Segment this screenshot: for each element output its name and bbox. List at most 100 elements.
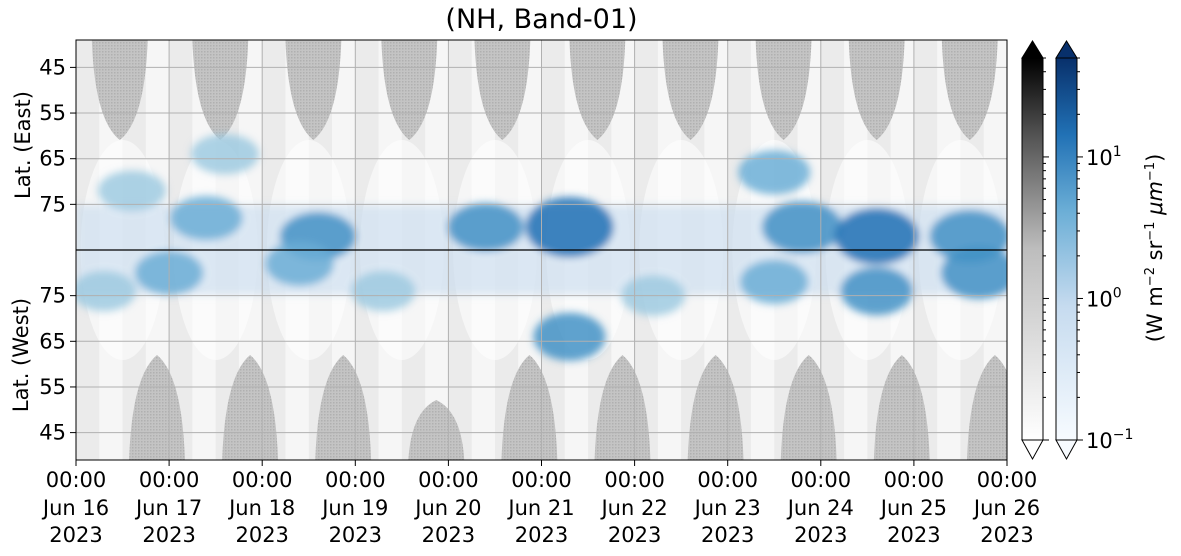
y-tick-label-west: 65 [39,329,66,353]
aurora-blob-west [840,267,913,316]
aurora-blob-west [533,312,606,361]
colorbar-label-exp1: −2 [1143,267,1158,287]
x-tick-label-date: Jun 18 [227,496,295,520]
y-tick-label-east: 55 [39,101,66,125]
y-tick-label-east: 75 [39,192,66,216]
x-tick-label-date: Jun 24 [786,496,854,520]
x-tick-label-year: 2023 [235,523,288,547]
x-tick-label-date: Jun 23 [693,496,761,520]
mask-region-east [848,40,905,140]
mask-region-west [129,355,185,460]
y-tick-label-west: 55 [39,375,66,399]
aurora-blob-east [170,196,243,241]
aurora-blob-east [190,134,259,175]
x-tick-label-year: 2023 [49,523,102,547]
y-axis-label-west: Lat. (West) [9,297,33,413]
y-axis-label-east: Lat. (East) [11,91,35,199]
x-tick-label-year: 2023 [329,523,382,547]
aurora-blob-east [525,197,614,258]
aurora-blob-east [762,201,843,254]
x-tick-label-year: 2023 [142,523,195,547]
x-tick-label-year: 2023 [887,523,940,547]
x-tick-label-date: Jun 22 [599,496,667,520]
mask-region-west [501,355,558,460]
x-tick-label-time: 00:00 [232,468,293,492]
colorbar-blue-tick-label: 10−1 [1086,427,1133,453]
x-tick-label-time: 00:00 [139,468,200,492]
mask-region-west [873,355,930,460]
mask-region-east [755,40,812,140]
x-tick-label-time: 00:00 [884,468,945,492]
colorbar-label-mid2: μm [1143,181,1167,222]
colorbar-gray-extend-max [1021,40,1044,59]
x-tick-label-year: 2023 [515,523,568,547]
mask-region-east [91,40,148,140]
night-mask-regions [91,40,1007,460]
x-tick-label-date: Jun 17 [134,496,202,520]
aurora-blob-east [834,208,919,265]
aurora-blob-west [740,259,809,304]
x-axis: 00:00 Jun 16 2023 00:00 Jun 17 2023 00:00 Jun 1… [41,460,1040,547]
colorbar-blue-tick-label: 101 [1086,144,1122,170]
aurora-blob-west [265,241,334,286]
x-tick-label-date: Jun 19 [320,496,388,520]
plot-area [76,40,1007,460]
colorbar-label-prefix: (W m [1143,286,1167,343]
mask-region-east [662,40,719,140]
x-tick-label-time: 00:00 [697,468,758,492]
x-tick-label-date: Jun 16 [41,496,109,520]
colorbar-label-mid1: sr [1143,240,1167,268]
x-tick-label-year: 2023 [422,523,475,547]
x-tick-label-time: 00:00 [977,468,1038,492]
mask-region-west [315,355,372,460]
colorbar-gray-extend-min [1021,439,1044,461]
x-tick-label-date: Jun 25 [879,496,947,520]
colorbar-blue-ticks: 10−1 100 101 [1077,57,1133,453]
mask-region-west [408,400,465,460]
x-tick-label-year: 2023 [608,523,661,547]
x-tick-label-date: Jun 26 [972,496,1040,520]
mask-region-east [569,40,626,140]
x-tick-label-time: 00:00 [604,468,665,492]
colorbar-label-exp2: −1 [1143,221,1158,241]
colorbar-gray-ticks [1043,57,1049,441]
aurora-blob-east [738,150,811,195]
x-tick-label-time: 00:00 [46,468,107,492]
colorbar-blue-body [1055,57,1078,441]
x-tick-label-year: 2023 [794,523,847,547]
mask-region-east [192,40,249,140]
colorbar-blue-extend-max [1055,40,1078,59]
colorbar-label: (W m−2 sr−1 μm−1) [1143,133,1167,363]
colorbar-label-suffix: ) [1143,153,1167,162]
aurora-blob-west [76,271,136,312]
mask-region-east [381,40,438,140]
x-tick-label-year: 2023 [980,523,1033,547]
x-tick-label-time: 00:00 [511,468,572,492]
colorbar-gray-body [1021,57,1044,441]
chart-title: (NH, Band-01) [445,4,638,35]
colorbar-blue: 10−1 100 101 [1055,40,1133,461]
y-tick-label-east: 65 [39,147,66,171]
aurora-blob-west [941,246,1007,299]
colorbar-blue-tick-label: 100 [1086,285,1122,311]
colorbar-blue-extend-min [1055,439,1078,461]
mask-region-east [941,40,998,140]
x-tick-label-year: 2023 [701,523,754,547]
x-tick-label-date: Jun 20 [413,496,481,520]
aurora-blob-east [97,170,166,211]
mask-region-west [780,355,837,460]
colorbar-gray [1021,40,1049,461]
y-tick-label-west: 45 [39,421,66,445]
mask-region-west [687,355,744,460]
mask-region-east [474,40,531,140]
mask-region-west [594,355,651,460]
aurora-blob-west [351,271,416,312]
y-tick-label-west: 75 [39,284,66,308]
aurora-blob-east [447,203,524,252]
y-axis: 45 55 65 75 75 65 55 45 [39,55,76,445]
mask-region-west [222,355,279,460]
x-tick-label-time: 00:00 [791,468,852,492]
x-tick-label-date: Jun 21 [506,496,574,520]
mask-region-east [285,40,342,140]
x-tick-label-time: 00:00 [418,468,479,492]
